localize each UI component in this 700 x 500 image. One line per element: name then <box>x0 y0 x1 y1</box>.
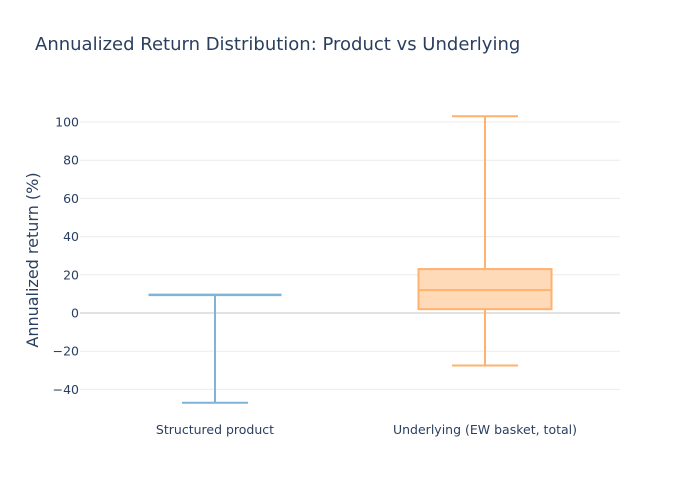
box-underlying <box>417 115 553 367</box>
y-tick-label: 20 <box>63 267 79 282</box>
y-tick-label: 0 <box>71 306 79 321</box>
y-axis-title: Annualized return (%) <box>23 172 42 347</box>
x-tick-label: Underlying (EW basket, total) <box>393 422 577 437</box>
x-axis-ticks: Structured product Underlying (EW basket,… <box>156 422 577 437</box>
y-tick-label: 60 <box>63 191 79 206</box>
y-tick-label: 100 <box>55 115 79 130</box>
y-tick-label: −40 <box>53 382 79 397</box>
x-tick-label: Structured product <box>156 422 274 437</box>
y-tick-label: 40 <box>63 229 79 244</box>
boxes <box>148 115 553 404</box>
gridlines <box>80 121 620 390</box>
y-tick-label: −20 <box>53 344 79 359</box>
y-tick-label: 80 <box>63 153 79 168</box>
box-structured-product <box>148 293 282 404</box>
y-axis-ticks: −40 −20 0 20 40 60 80 100 <box>53 115 79 397</box>
chart-title: Annualized Return Distribution: Product … <box>35 34 520 55</box>
